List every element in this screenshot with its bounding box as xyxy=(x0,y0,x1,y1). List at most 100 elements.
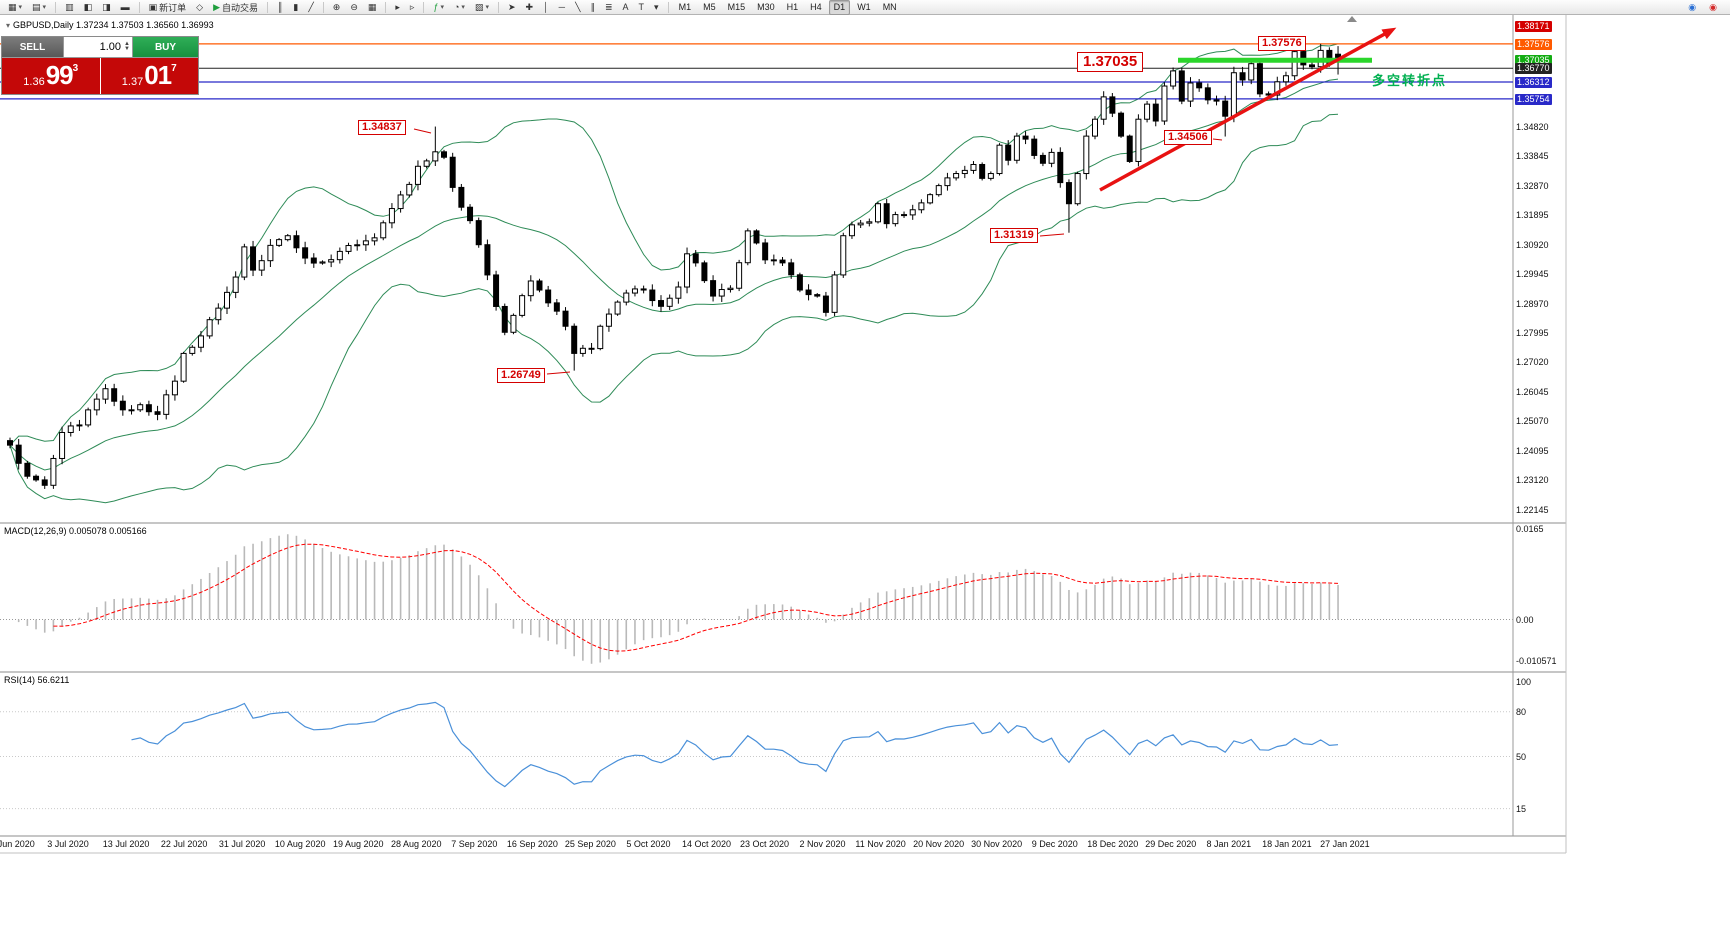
annotation-leader-line xyxy=(546,371,571,375)
chart-bars-icon: ║ xyxy=(277,1,284,12)
channel-icon: ∥ xyxy=(590,1,595,12)
date-axis-label: 3 Jul 2020 xyxy=(47,839,89,849)
terminal-icon: ▬ xyxy=(120,1,130,12)
price-annotation: 1.26749 xyxy=(497,368,545,383)
shapes-icon-button[interactable]: ▾ xyxy=(650,0,663,15)
chart-shift-icon-button[interactable]: ▹ xyxy=(406,0,419,15)
cursor-icon-button[interactable]: ➤ xyxy=(504,0,520,15)
community-icon-button[interactable]: ◉ xyxy=(1684,0,1700,15)
new-chart-icon-button[interactable]: ▦ ▾ xyxy=(4,0,26,15)
price-annotation: 1.37035 xyxy=(1077,52,1144,72)
auto-scroll-icon-button[interactable]: ▸ xyxy=(391,0,404,15)
timeframe-h4-button[interactable]: H4 xyxy=(810,2,822,12)
volume-input[interactable]: 1.00 ▲ ▼ xyxy=(63,37,133,57)
date-axis-label: 27 Jan 2021 xyxy=(1320,839,1370,849)
channel-icon-button[interactable]: ∥ xyxy=(586,0,599,15)
date-axis-label: 13 Jul 2020 xyxy=(102,839,150,849)
chart-line-icon-button[interactable]: ╱ xyxy=(304,0,317,15)
horizontal-line-icon-button[interactable]: ─ xyxy=(555,0,569,15)
chart-bars-icon-button[interactable]: ║ xyxy=(273,0,287,15)
timeframe-m30-button[interactable]: M30 xyxy=(757,2,775,12)
chevron-down-icon: ▾ xyxy=(18,4,23,11)
zoom-in-icon: ⊕ xyxy=(332,1,341,12)
sell-price-display[interactable]: 1.36 99 3 xyxy=(2,58,100,94)
price-axis-label: 1.33845 xyxy=(1516,151,1549,162)
rsi-line xyxy=(131,701,1339,788)
annotation-leader-line xyxy=(1039,233,1065,237)
sell-button[interactable]: SELL xyxy=(2,37,63,57)
buy-button[interactable]: BUY xyxy=(133,37,198,57)
timeframe-mn-button[interactable]: MN xyxy=(882,2,897,12)
zoom-in-icon-button[interactable]: ⊕ xyxy=(329,0,345,15)
navigator-icon-button[interactable]: ◨ xyxy=(98,0,115,15)
market-watch-icon-button[interactable]: ▥ xyxy=(61,0,78,15)
annotation-leader-line xyxy=(413,128,432,134)
price-axis-badge: 1.36770 xyxy=(1515,63,1552,75)
trendline-icon: ╲ xyxy=(575,1,581,12)
volume-stepper[interactable]: ▲ ▼ xyxy=(124,41,130,52)
price-axis-label: 1.24095 xyxy=(1516,445,1549,456)
templates-icon-button[interactable]: ▨ ▾ xyxy=(471,0,493,15)
date-axis-label: 23 Oct 2020 xyxy=(739,839,790,849)
date-axis-label: 29 Dec 2020 xyxy=(1145,839,1197,849)
timeframe-m5-button[interactable]: M5 xyxy=(703,2,716,12)
navigator-icon: ◨ xyxy=(102,1,111,12)
date-axis-label: 22 Jul 2020 xyxy=(160,839,208,849)
toolbar-right-group: ◉ ◉ xyxy=(1683,0,1727,15)
metaeditor-icon: ◇ xyxy=(196,1,204,12)
fibonacci-icon: ≣ xyxy=(604,1,613,12)
crosshair-icon-button[interactable]: ✚ xyxy=(522,0,538,15)
chart-shift-icon: ▹ xyxy=(409,1,415,12)
chevron-down-icon: ▾ xyxy=(42,4,47,11)
buy-price-display[interactable]: 1.37 01 7 xyxy=(100,58,198,94)
zoom-out-icon-button[interactable]: ⊖ xyxy=(346,0,362,15)
chart-candles-icon-button[interactable]: ▮ xyxy=(289,0,302,15)
price-axis-label: 1.31895 xyxy=(1516,210,1549,221)
data-window-icon-button[interactable]: ◧ xyxy=(80,0,97,15)
trendline-icon-button[interactable]: ╲ xyxy=(571,0,584,15)
price-axis-label: 1.32870 xyxy=(1516,180,1549,191)
sell-price-figure: 1.36 xyxy=(23,76,45,88)
timeframe-d1-button[interactable]: D1 xyxy=(828,0,851,15)
tile-windows-icon-button[interactable]: ▦ xyxy=(364,0,381,15)
macd-axis-zero-label: 0.00 xyxy=(1516,614,1534,625)
candles xyxy=(7,43,1342,489)
indicators-icon-button[interactable]: ƒ ▾ xyxy=(429,0,448,15)
auto-scroll-icon: ▸ xyxy=(395,1,400,12)
date-axis-label: 19 Aug 2020 xyxy=(332,839,384,849)
metaeditor-icon-button[interactable]: ◇ xyxy=(192,0,207,15)
record-icon-button[interactable]: ◉ xyxy=(1705,0,1721,15)
stepper-down-icon[interactable]: ▼ xyxy=(124,46,130,52)
timeframe-m15-button[interactable]: M15 xyxy=(727,2,746,12)
autotrading-button[interactable]: ▶ 自动交易 xyxy=(209,0,262,15)
rsi-axis-label: 100 xyxy=(1516,677,1532,687)
vertical-line-icon-button[interactable]: │ xyxy=(539,0,553,15)
price-axis-badge: 1.36312 xyxy=(1515,77,1552,89)
stepper-up-icon[interactable]: ▲ xyxy=(124,41,130,47)
profiles-icon-button[interactable]: ▤ ▾ xyxy=(28,0,50,15)
periods-icon: ◔ xyxy=(453,1,460,12)
price-axis-label: 1.26045 xyxy=(1516,386,1549,397)
date-axis-label: 20 Nov 2020 xyxy=(913,839,965,849)
terminal-icon-button[interactable]: ▬ xyxy=(117,0,134,15)
symbol-dropdown-icon[interactable]: ▾ xyxy=(6,21,11,30)
periods-icon-button[interactable]: ◔ ▾ xyxy=(450,0,469,15)
text-icon-button[interactable]: A xyxy=(619,0,633,15)
new-order-button[interactable]: ▣ 新订单 xyxy=(145,0,191,15)
data-window-icon: ◧ xyxy=(83,1,93,12)
shapes-icon: ▾ xyxy=(654,1,659,12)
fibonacci-icon-button[interactable]: ≣ xyxy=(601,0,617,15)
text-label-icon-button[interactable]: T xyxy=(635,0,649,15)
price-axis-badge: 1.38171 xyxy=(1515,20,1552,32)
toolbar-separator xyxy=(55,1,57,13)
timeframe-w1-button[interactable]: W1 xyxy=(857,2,871,12)
timeframe-h1-button[interactable]: H1 xyxy=(786,2,799,12)
chart-candles-icon: ▮ xyxy=(293,1,299,12)
timeframe-m1-button[interactable]: M1 xyxy=(678,2,692,12)
chart-shift-marker xyxy=(1347,16,1357,22)
price-axis-label: 1.28970 xyxy=(1516,298,1549,309)
new-order-label: 新订单 xyxy=(159,2,187,13)
buy-price-pips: 01 xyxy=(144,60,172,90)
